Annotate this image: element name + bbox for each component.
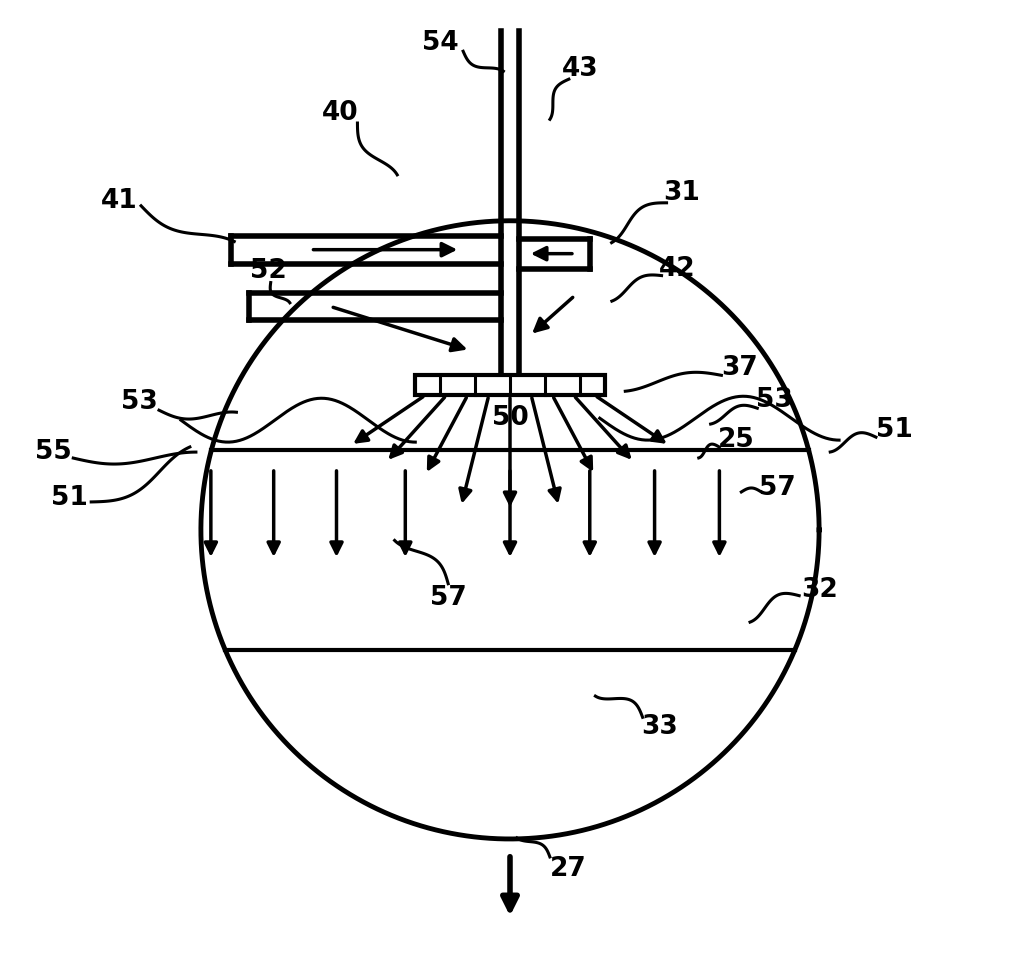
Text: 57: 57 (430, 585, 467, 611)
Text: 43: 43 (562, 56, 598, 82)
Text: 33: 33 (641, 715, 678, 741)
Text: 54: 54 (422, 30, 458, 56)
Text: 52: 52 (250, 258, 287, 284)
Text: 57: 57 (759, 475, 795, 501)
Text: 53: 53 (756, 387, 792, 413)
Text: 51: 51 (876, 417, 914, 443)
Text: 42: 42 (660, 255, 696, 281)
Text: 32: 32 (800, 577, 837, 603)
Text: 40: 40 (323, 100, 358, 126)
Bar (416, 376, 604, 395)
Text: 53: 53 (120, 389, 157, 415)
Text: 55: 55 (35, 439, 71, 465)
Text: 31: 31 (663, 180, 700, 206)
Text: 41: 41 (101, 188, 138, 214)
Text: 27: 27 (549, 856, 586, 882)
Text: 37: 37 (721, 355, 758, 381)
Text: 50: 50 (492, 405, 529, 431)
Text: 25: 25 (718, 428, 755, 454)
Text: 51: 51 (51, 485, 88, 511)
